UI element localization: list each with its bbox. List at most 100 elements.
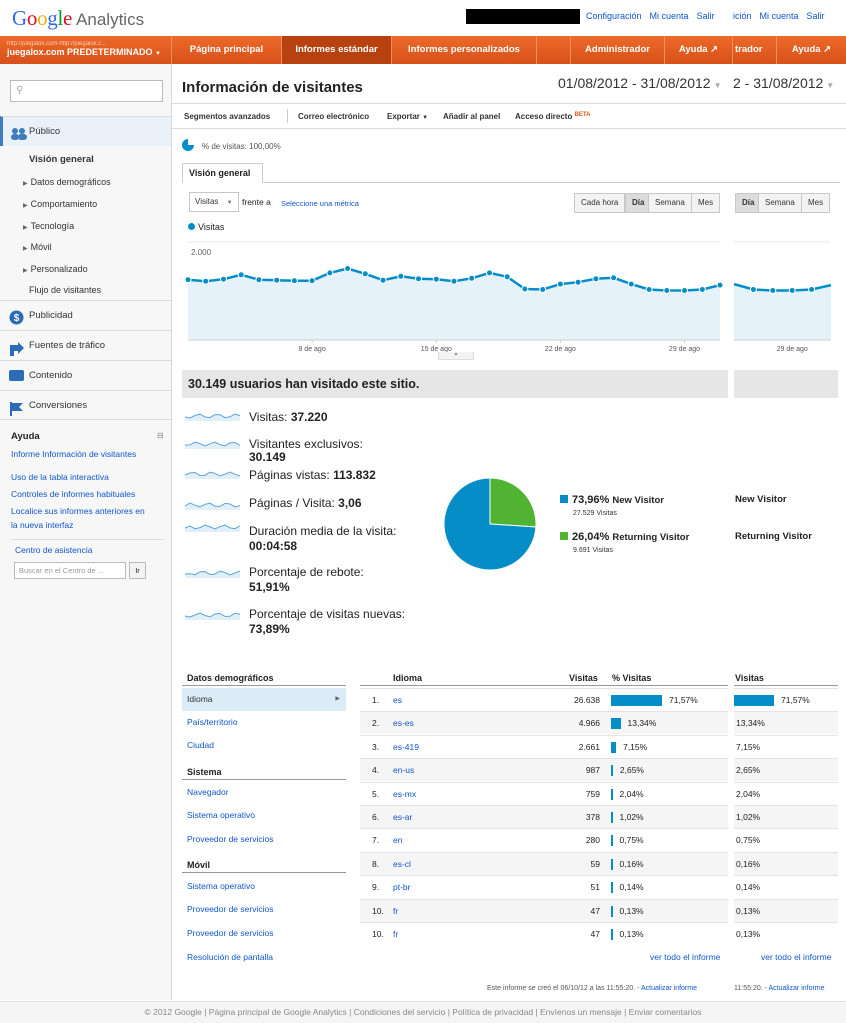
sign-out-link-clipped[interactable]: Salir bbox=[806, 11, 825, 21]
demo-item-city[interactable]: Ciudad bbox=[187, 740, 214, 750]
data-point[interactable] bbox=[627, 280, 635, 288]
data-point[interactable] bbox=[237, 271, 245, 279]
data-point[interactable] bbox=[503, 273, 511, 281]
data-point[interactable] bbox=[645, 286, 653, 293]
sidebar-search-input[interactable]: ⚲ bbox=[10, 80, 163, 102]
data-point[interactable] bbox=[184, 276, 192, 284]
account-selector[interactable]: http://juegalox.com-http://juegalox.c...… bbox=[0, 36, 172, 64]
mobile-item-provider-2[interactable]: Proveedor de servicios bbox=[187, 928, 274, 938]
data-point[interactable] bbox=[574, 278, 582, 286]
data-point[interactable] bbox=[361, 270, 369, 278]
data-point-clipped[interactable] bbox=[769, 287, 777, 294]
data-point[interactable] bbox=[290, 277, 298, 285]
granularity-day-clipped[interactable]: Día bbox=[735, 193, 762, 213]
data-point[interactable] bbox=[663, 287, 671, 294]
mobile-item-os[interactable]: Sistema operativo bbox=[187, 881, 256, 891]
data-point[interactable] bbox=[432, 275, 440, 283]
granularity-hourly[interactable]: Cada hora bbox=[574, 193, 626, 213]
data-point[interactable] bbox=[698, 286, 706, 293]
data-point[interactable] bbox=[539, 286, 547, 293]
help-link-controls[interactable]: Controles de informes habituales bbox=[11, 489, 136, 499]
my-account-link-clipped[interactable]: Mi cuenta bbox=[759, 11, 799, 21]
data-point-clipped[interactable] bbox=[808, 286, 816, 293]
col-header-visits[interactable]: Visitas bbox=[569, 673, 598, 683]
section-traffic-sources[interactable]: Fuentes de tráfico bbox=[0, 330, 171, 360]
help-link-table[interactable]: Uso de la tabla interactiva bbox=[11, 472, 109, 482]
section-conversions[interactable]: Conversiones bbox=[0, 390, 171, 420]
add-to-dashboard-button[interactable]: Añadir al panel bbox=[443, 112, 501, 121]
data-point[interactable] bbox=[592, 275, 600, 283]
help-link-report[interactable]: Informe Información de visitantes bbox=[11, 449, 137, 459]
data-point[interactable] bbox=[468, 274, 476, 282]
granularity-day[interactable]: Día bbox=[625, 193, 652, 213]
data-point[interactable] bbox=[716, 281, 724, 289]
data-point[interactable] bbox=[379, 276, 387, 284]
row-language-link[interactable]: es-419 bbox=[393, 741, 419, 752]
update-report-link-clipped[interactable]: Actualizar informe bbox=[768, 985, 825, 992]
help-link-interface[interactable]: la nueva interfaz bbox=[11, 520, 74, 530]
sidebar-item-behavior[interactable]: ▶ Comportamiento bbox=[23, 199, 97, 209]
data-point-clipped[interactable] bbox=[788, 287, 796, 294]
metric-select[interactable]: Visitas ▼ bbox=[189, 192, 239, 212]
sidebar-item-vision-general[interactable]: Visión general bbox=[29, 154, 94, 165]
row-language-link[interactable]: en bbox=[393, 835, 403, 846]
row-language-link[interactable]: es-ar bbox=[393, 812, 413, 822]
sidebar-item-custom[interactable]: ▶ Personalizado bbox=[23, 264, 88, 274]
granularity-month-clipped[interactable]: Mes bbox=[801, 193, 831, 213]
data-point[interactable] bbox=[273, 276, 281, 284]
system-item-provider[interactable]: Proveedor de servicios bbox=[187, 834, 274, 844]
section-content[interactable]: Contenido bbox=[0, 360, 171, 390]
shortcut-button[interactable]: Acceso directo BETA bbox=[515, 112, 590, 121]
collapse-icon[interactable]: ⊟ bbox=[157, 431, 164, 440]
row-language-link[interactable]: en-us bbox=[393, 765, 415, 776]
help-search-input[interactable]: Buscar en el Centro de ... bbox=[14, 562, 126, 579]
row-language-link[interactable]: es bbox=[393, 695, 402, 705]
data-point[interactable] bbox=[220, 275, 227, 283]
nav-admin[interactable]: Administrador bbox=[570, 36, 665, 64]
help-center-link[interactable]: Centro de asistencia bbox=[15, 545, 93, 555]
data-point[interactable] bbox=[326, 269, 334, 277]
settings-link[interactable]: Configuración bbox=[586, 11, 642, 21]
section-publicidad[interactable]: $ Publicidad bbox=[0, 300, 171, 330]
row-language-link[interactable]: es-es bbox=[393, 718, 414, 729]
advanced-segments-button[interactable]: Segmentos avanzados bbox=[184, 112, 271, 121]
data-point[interactable] bbox=[397, 272, 405, 280]
data-point[interactable] bbox=[255, 276, 263, 284]
settings-link-clipped[interactable]: ición bbox=[733, 11, 752, 21]
pie-slice-returning[interactable] bbox=[489, 477, 537, 528]
demo-item-language[interactable]: Idioma ▶ bbox=[182, 688, 346, 711]
row-language-link[interactable]: es-mx bbox=[393, 788, 417, 799]
view-full-report-link-clipped[interactable]: ver todo el informe bbox=[761, 952, 832, 962]
data-point[interactable] bbox=[486, 269, 493, 277]
system-item-browser[interactable]: Navegador bbox=[187, 787, 229, 797]
row-language-link[interactable]: fr bbox=[393, 905, 399, 916]
data-point[interactable] bbox=[202, 277, 210, 285]
section-publico[interactable]: Público bbox=[0, 116, 171, 146]
update-report-link[interactable]: Actualizar informe bbox=[640, 985, 697, 992]
select-metric-link[interactable]: Seleccione una métrica bbox=[281, 199, 359, 208]
data-point[interactable] bbox=[344, 265, 352, 272]
email-button[interactable]: Correo electrónico bbox=[298, 112, 370, 121]
demo-item-country[interactable]: País/territorio bbox=[187, 717, 238, 727]
nav-help-clipped[interactable]: Ayuda ↗ bbox=[777, 36, 846, 64]
mobile-item-provider[interactable]: Proveedor de servicios bbox=[187, 904, 274, 914]
my-account-link[interactable]: Mi cuenta bbox=[649, 11, 689, 21]
export-button[interactable]: Exportar ▼ bbox=[387, 112, 428, 121]
nav-standard-reports[interactable]: Informes estándar bbox=[282, 36, 392, 64]
tab-overview[interactable]: Visión general bbox=[182, 163, 263, 183]
nav-admin-clipped[interactable]: trador bbox=[733, 36, 777, 64]
help-link-locate[interactable]: Localice sus informes anteriores en bbox=[11, 506, 145, 516]
footer-text[interactable]: © 2012 Google | Página principal de Goog… bbox=[144, 1007, 702, 1017]
data-point-clipped[interactable] bbox=[749, 286, 757, 293]
row-language-link[interactable]: fr bbox=[393, 929, 399, 939]
date-range-picker[interactable]: 01/08/2012 - 31/08/2012 ▼ bbox=[558, 75, 722, 91]
data-point[interactable] bbox=[450, 277, 458, 285]
granularity-week[interactable]: Semana bbox=[648, 193, 692, 213]
sidebar-item-technology[interactable]: ▶ Tecnología bbox=[23, 221, 74, 231]
nav-custom-reports[interactable]: Informes personalizados bbox=[392, 36, 537, 64]
chart-resize-handle[interactable]: ▼ bbox=[438, 352, 474, 360]
data-point[interactable] bbox=[610, 274, 618, 282]
data-point[interactable] bbox=[415, 275, 422, 283]
nav-home[interactable]: Página principal bbox=[172, 36, 282, 64]
google-analytics-logo[interactable]: Google Analytics bbox=[12, 6, 144, 31]
